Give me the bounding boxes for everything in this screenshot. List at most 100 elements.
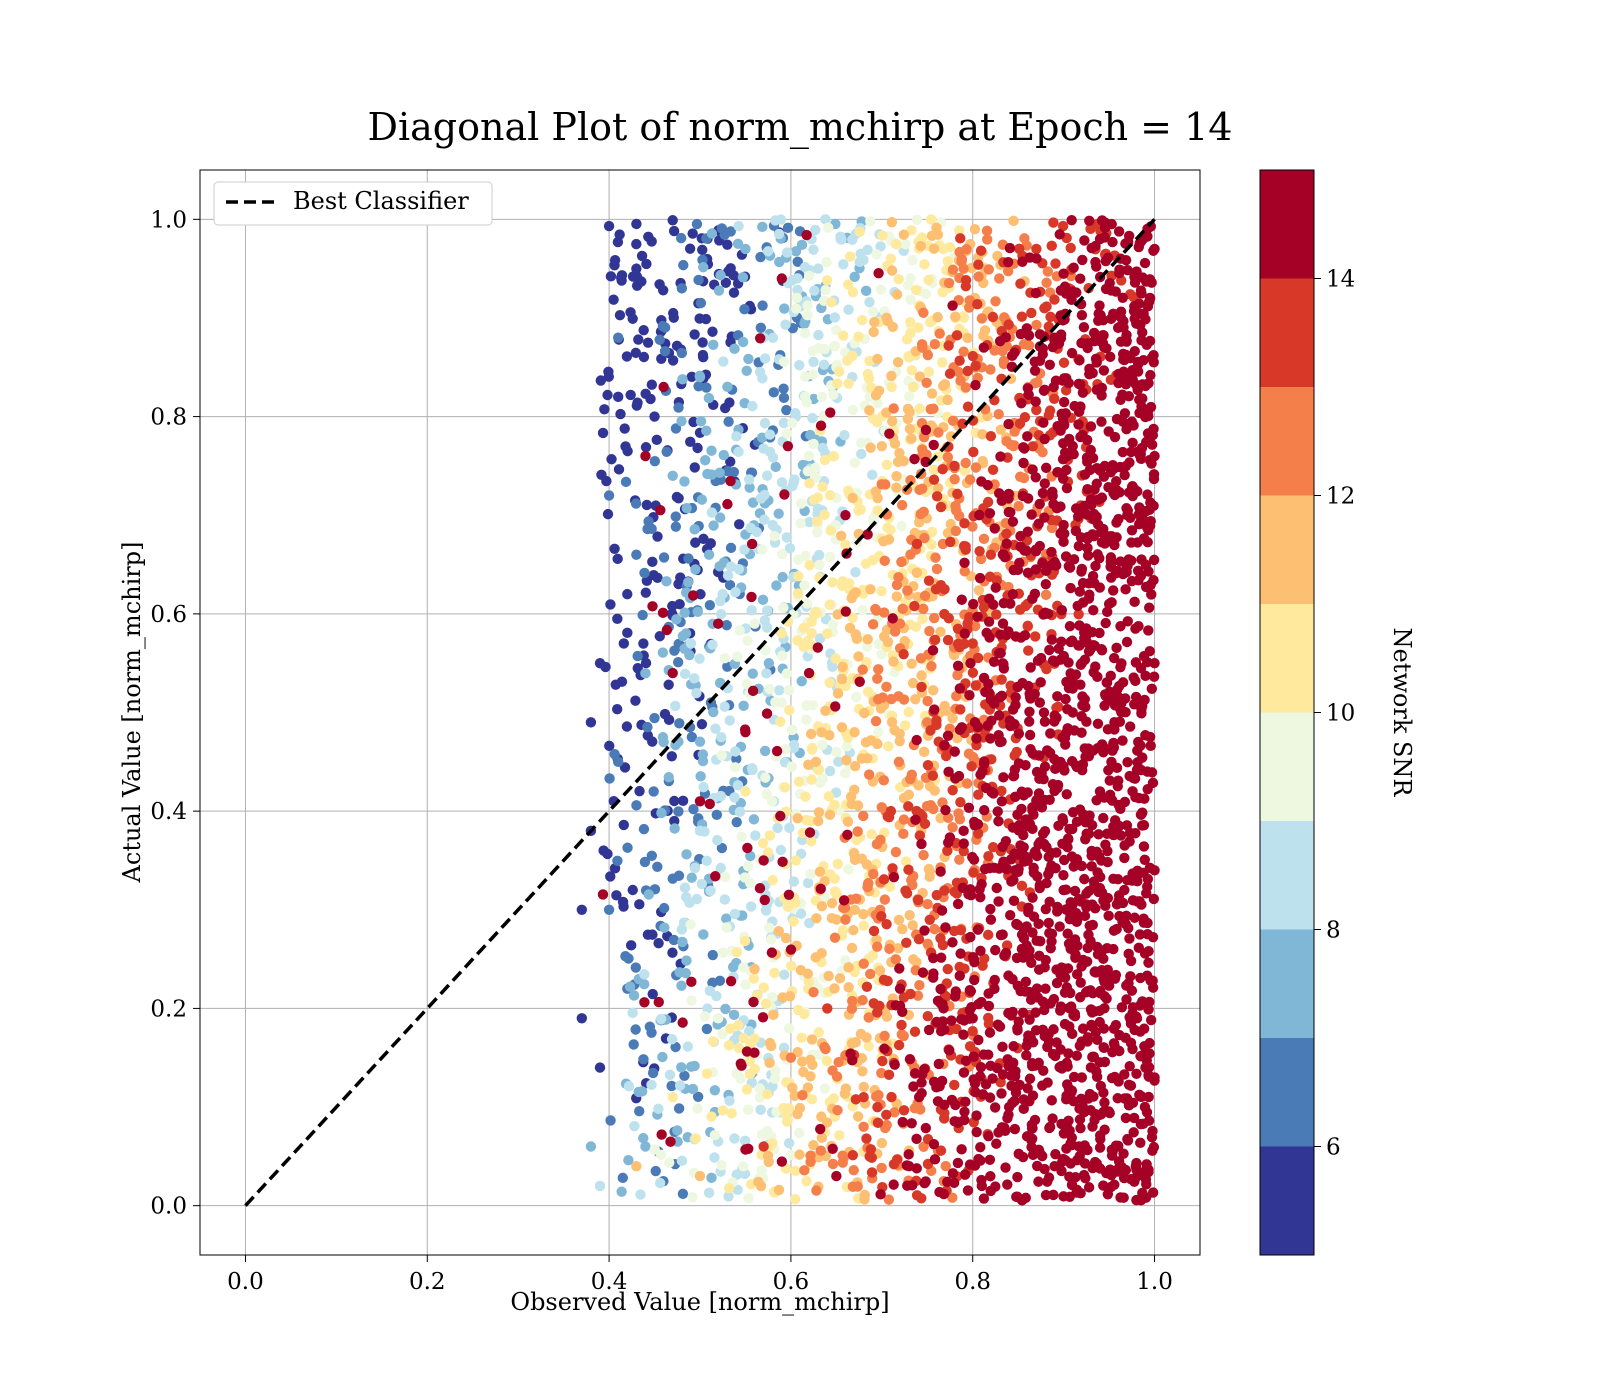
scatter-point <box>714 512 726 523</box>
scatter-point <box>891 591 902 602</box>
colorbar-bin <box>1260 929 1314 1038</box>
scatter-point <box>853 331 864 342</box>
scatter-point <box>1117 292 1128 303</box>
scatter-point <box>960 457 971 469</box>
scatter-point <box>788 876 800 887</box>
scatter-point <box>931 1016 942 1028</box>
scatter-point <box>812 263 824 274</box>
scatter-point <box>973 585 985 596</box>
scatter-point <box>1065 1138 1076 1149</box>
scatter-point <box>834 366 845 377</box>
scatter-point <box>796 1056 808 1067</box>
scatter-point <box>851 691 862 703</box>
scatter-point <box>759 514 770 525</box>
scatter-point <box>975 945 986 957</box>
scatter-point <box>1018 457 1029 469</box>
scatter-point <box>816 391 828 403</box>
scatter-point <box>875 1189 886 1200</box>
scatter-point <box>920 288 932 300</box>
scatter-point <box>1054 229 1065 240</box>
scatter-point <box>1010 631 1021 642</box>
scatter-point <box>1008 895 1020 906</box>
scatter-point <box>913 322 924 333</box>
scatter-point <box>940 750 952 762</box>
scatter-point <box>659 346 671 357</box>
scatter-point <box>764 922 775 934</box>
scatter-point <box>932 311 943 323</box>
scatter-point <box>806 744 818 755</box>
scatter-point <box>1107 1046 1118 1058</box>
scatter-point <box>1132 1168 1143 1180</box>
scatter-point <box>1034 697 1046 708</box>
scatter-point <box>919 925 930 936</box>
scatter-point <box>904 909 915 921</box>
scatter-point <box>935 626 946 637</box>
scatter-point <box>958 346 969 357</box>
scatter-point <box>951 330 963 341</box>
scatter-point <box>1078 809 1089 820</box>
scatter-point <box>1059 765 1070 776</box>
scatter-point <box>1134 394 1145 405</box>
colorbar-bin <box>1260 278 1314 387</box>
scatter-point <box>854 226 865 237</box>
scatter-point <box>872 1117 884 1128</box>
scatter-point <box>1092 549 1103 560</box>
scatter-point <box>638 324 649 336</box>
scatter-point <box>1046 240 1057 252</box>
scatter-point <box>789 1090 800 1102</box>
scatter-point <box>829 873 840 884</box>
scatter-point <box>866 382 877 394</box>
scatter-point <box>733 1019 744 1031</box>
scatter-point <box>609 748 620 760</box>
scatter-point <box>736 1060 747 1071</box>
scatter-point <box>1063 834 1074 845</box>
scatter-point <box>614 229 625 240</box>
scatter-point <box>679 668 691 680</box>
scatter-point <box>1109 539 1120 551</box>
scatter-point <box>872 1101 883 1113</box>
scatter-point <box>1034 950 1045 962</box>
scatter-point <box>1061 789 1072 800</box>
scatter-point <box>1064 562 1076 573</box>
scatter-point <box>772 822 783 834</box>
scatter-point <box>1044 359 1056 370</box>
scatter-point <box>990 582 1001 593</box>
scatter-point <box>873 1090 884 1101</box>
scatter-point <box>647 601 658 612</box>
scatter-point <box>850 1094 862 1105</box>
scatter-point <box>864 297 875 308</box>
scatter-point <box>840 914 851 925</box>
scatter-point <box>640 442 652 453</box>
scatter-point <box>730 586 741 598</box>
scatter-point <box>849 760 861 772</box>
scatter-point <box>747 764 758 776</box>
scatter-point <box>886 217 898 228</box>
scatter-point <box>996 736 1007 747</box>
scatter-point <box>705 885 716 896</box>
scatter-point <box>1024 706 1035 717</box>
colorbar-bin <box>1260 170 1314 279</box>
scatter-point <box>1065 1158 1076 1169</box>
scatter-point <box>1104 277 1115 289</box>
scatter-point <box>783 889 795 900</box>
scatter-point <box>973 1034 984 1046</box>
scatter-point <box>957 418 968 430</box>
scatter-point <box>706 1111 717 1122</box>
scatter-point <box>704 599 716 611</box>
scatter-point <box>639 979 650 990</box>
scatter-point <box>1110 1019 1122 1031</box>
scatter-point <box>977 429 988 440</box>
scatter-point <box>824 489 836 501</box>
scatter-point <box>1120 706 1131 718</box>
scatter-point <box>1117 897 1129 909</box>
scatter-point <box>634 899 645 910</box>
scatter-point <box>893 274 904 285</box>
scatter-point <box>640 587 652 598</box>
scatter-point <box>828 451 839 462</box>
scatter-point <box>1031 404 1042 416</box>
scatter-point <box>1024 1014 1035 1025</box>
scatter-point <box>842 816 854 827</box>
scatter-point <box>656 807 667 819</box>
scatter-point <box>597 427 609 439</box>
